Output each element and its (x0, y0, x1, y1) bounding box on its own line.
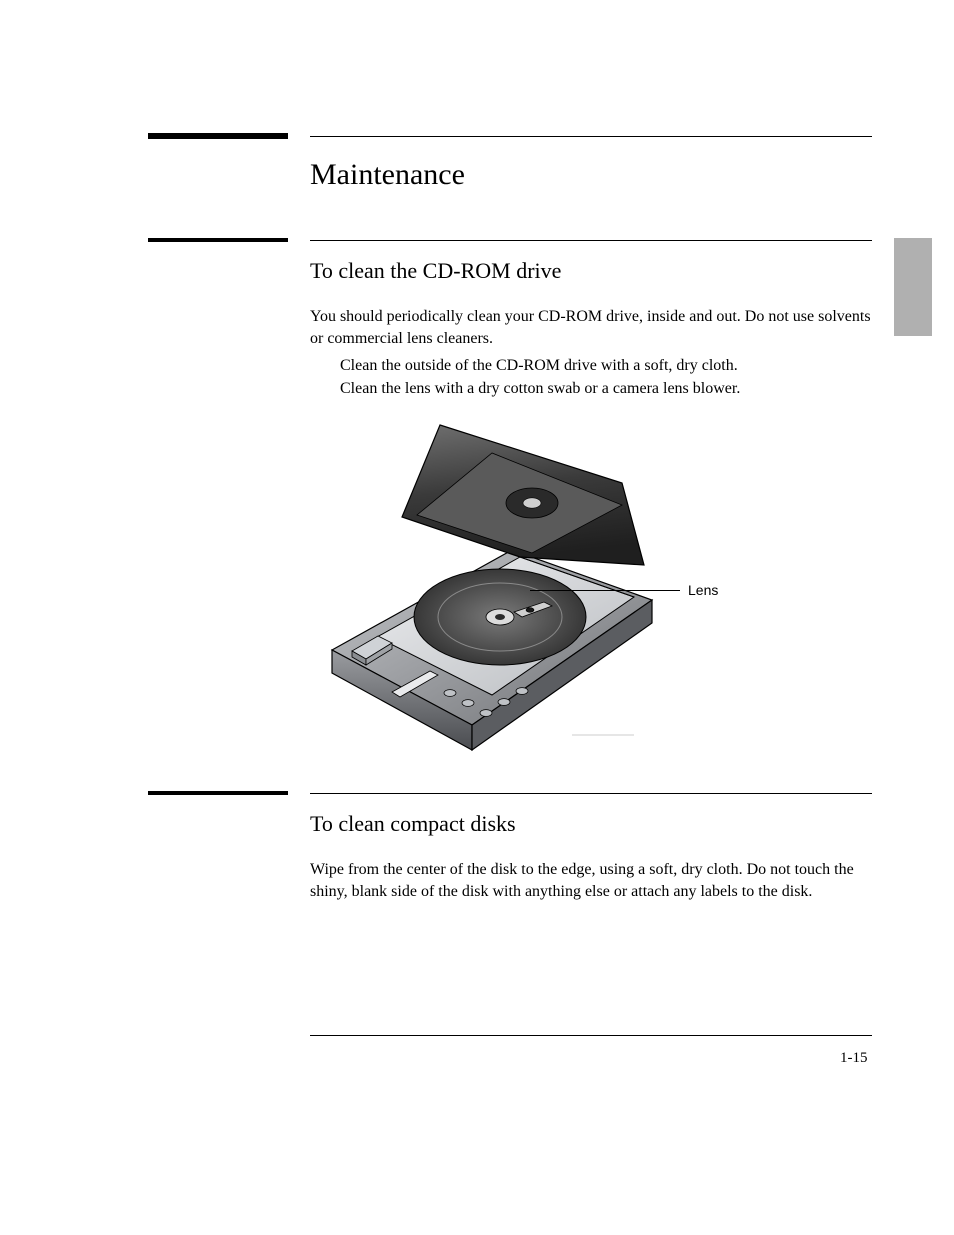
section2-rule-right (310, 793, 872, 794)
section2-paragraph: Wipe from the center of the disk to the … (310, 859, 872, 902)
section1-rule-right (310, 240, 872, 241)
section1-bullet-2: Clean the lens with a dry cotton swab or… (340, 378, 872, 400)
cdrom-svg (322, 405, 662, 755)
lens-callout-label: Lens (688, 582, 718, 598)
page: Maintenance To clean the CD-ROM drive Yo… (0, 0, 954, 1235)
section2-rule-left (148, 791, 288, 795)
section1-title: To clean the CD-ROM drive (310, 258, 561, 284)
disc-spindle-hole (495, 614, 505, 620)
section1-bullet-1: Clean the outside of the CD-ROM drive wi… (340, 355, 872, 377)
cdrom-figure (322, 405, 662, 755)
lid-hub-center (523, 498, 541, 508)
chapter-rule-left (148, 133, 288, 139)
side-tab (894, 238, 932, 336)
chapter-title: Maintenance (310, 158, 465, 192)
footer-rule (310, 1035, 872, 1036)
section2-title: To clean compact disks (310, 811, 516, 837)
page-number: 1-15 (840, 1050, 868, 1067)
section1-rule-left (148, 238, 288, 242)
chapter-rule-right (310, 136, 872, 137)
lens-callout-line (530, 590, 680, 591)
section1-paragraph: You should periodically clean your CD-RO… (310, 306, 872, 349)
